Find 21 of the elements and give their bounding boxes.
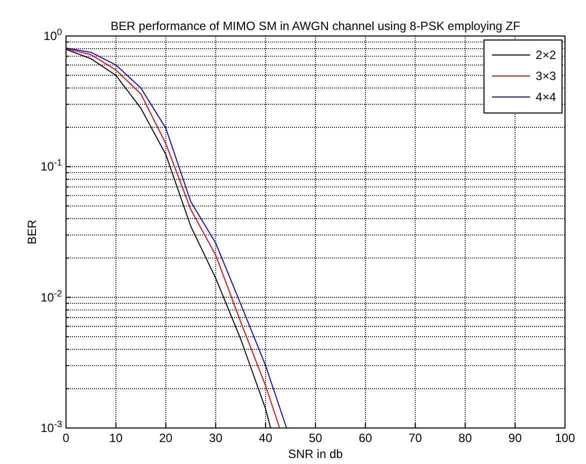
y-tick-label: 10$^{0}$: [44, 27, 62, 43]
legend-label: 2×2: [536, 48, 556, 62]
x-tick-label: 80: [458, 431, 472, 445]
x-tick-label: 90: [508, 431, 522, 445]
y-tick-label: 10$^{-2}$: [40, 288, 62, 304]
x-tick-label: 50: [308, 431, 322, 445]
y-axis-title: BER: [25, 219, 39, 244]
x-tick-label: 60: [358, 431, 372, 445]
x-tick-label: 100: [554, 431, 576, 445]
x-tick-label: 70: [408, 431, 422, 445]
y-tick-label: 10$^{-1}$: [40, 158, 62, 174]
legend-label: 3×3: [536, 69, 556, 83]
x-axis-title: SNR in db: [288, 447, 344, 461]
legend-label: 4×4: [536, 90, 556, 104]
x-tick-label: 30: [209, 431, 223, 445]
x-tick-label: 10: [109, 431, 123, 445]
x-tick-label: 0: [62, 431, 70, 445]
chart-title: BER performance of MIMO SM in AWGN channel using 8-PSK employing ZF: [110, 19, 520, 33]
x-tick-label: 20: [159, 431, 173, 445]
x-tick-label: 40: [258, 431, 273, 445]
y-tick-label: 10$^{-3}$: [40, 419, 62, 435]
